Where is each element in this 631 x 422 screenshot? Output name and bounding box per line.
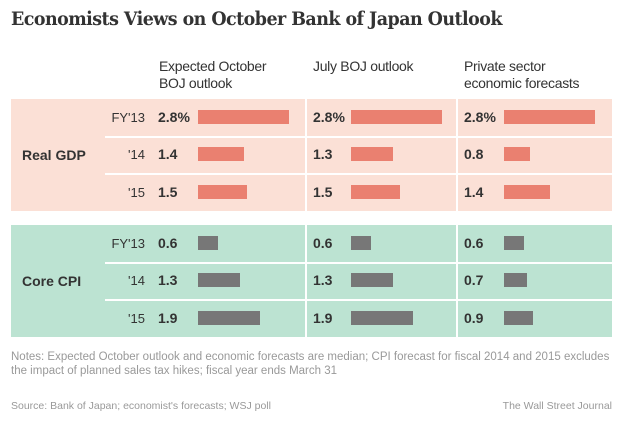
bar-gdp [504,185,550,199]
bar-cpi [351,236,371,250]
year-label: '14 [128,147,145,162]
column-header-line: economic forecasts [464,75,580,91]
value-label: 0.7 [464,272,484,288]
row-divider [105,299,612,301]
value-label: 1.4 [158,146,178,162]
value-label: 1.3 [313,272,333,288]
bar-cpi [351,273,393,287]
bar-cpi [504,273,527,287]
column-header-line: July BOJ outlook [313,58,414,74]
column-header-line: Expected October [159,58,267,74]
bar-cpi [198,236,218,250]
bar-cpi [198,273,240,287]
year-label: FY'13 [111,110,145,125]
column-divider [456,225,458,337]
column-divider [305,99,307,211]
bar-gdp [351,147,393,161]
column-header-line: Private sector [464,58,546,74]
year-label: FY'13 [111,236,145,251]
column-header-july: July BOJ outlook [313,58,414,75]
real-gdp-panel: Real GDP FY'13 2.8% 2.8% 2.8% '14 1.4 1.3 0.8 '1… [11,99,612,211]
bar-gdp [198,147,244,161]
chart-credit: The Wall Street Journal [502,400,612,412]
bar-gdp [198,185,247,199]
value-label: 1.5 [158,184,178,200]
bar-cpi [504,236,524,250]
value-label: 2.8% [464,109,496,125]
column-header-private-sector: Private sector economic forecasts [464,58,580,92]
year-label: '14 [128,273,145,288]
year-label: '15 [128,311,145,326]
chart-source: Source: Bank of Japan; economist's forec… [11,400,271,412]
column-divider [305,225,307,337]
value-label: 2.8% [313,109,345,125]
chart-title: Economists Views on October Bank of Japa… [11,8,502,30]
bar-cpi [198,311,260,325]
row-divider [105,173,612,175]
chart-notes: Notes: Expected October outlook and econ… [11,351,610,377]
value-label: 2.8% [158,109,190,125]
bar-gdp [504,110,595,124]
value-label: 1.3 [158,272,178,288]
value-label: 1.3 [313,146,333,162]
value-label: 0.6 [158,235,178,251]
column-header-expected-october: Expected October BOJ outlook [159,58,267,92]
bar-gdp [351,185,400,199]
column-header-line: BOJ outlook [159,75,232,91]
year-label: '15 [128,185,145,200]
value-label: 1.5 [313,184,333,200]
bar-cpi [351,311,413,325]
bar-gdp [351,110,442,124]
core-cpi-panel: Core CPI FY'13 0.6 0.6 0.6 '14 1.3 1.3 0.7 '15 1.… [11,225,612,337]
value-label: 0.9 [464,310,484,326]
value-label: 1.4 [464,184,484,200]
value-label: 0.8 [464,146,484,162]
value-label: 0.6 [313,235,333,251]
value-label: 0.6 [464,235,484,251]
bar-gdp [504,147,530,161]
bar-gdp [198,110,289,124]
column-divider [456,99,458,211]
value-label: 1.9 [158,310,178,326]
bar-cpi [504,311,533,325]
group-label-core-cpi: Core CPI [22,273,82,289]
value-label: 1.9 [313,310,333,326]
row-divider [105,136,612,138]
row-divider [105,262,612,264]
group-label-real-gdp: Real GDP [22,147,86,163]
